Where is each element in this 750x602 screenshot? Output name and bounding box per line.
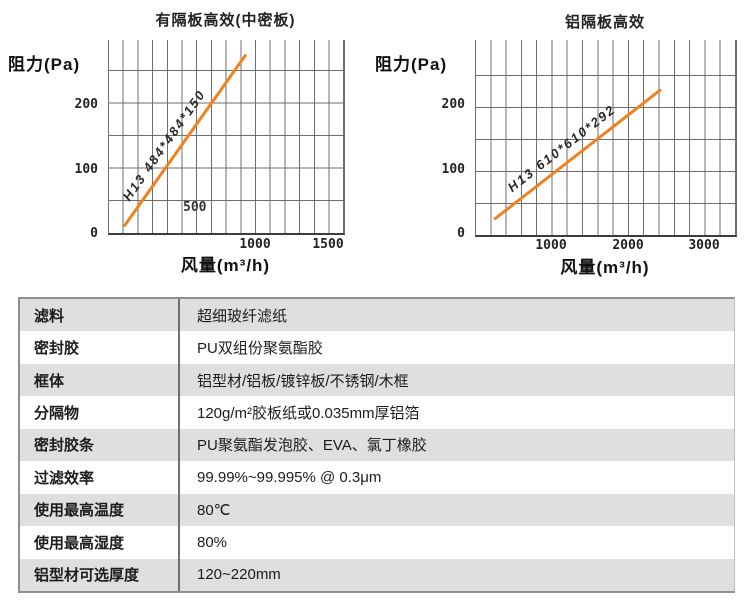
y-axis-label: 阻力(Pa) bbox=[375, 55, 448, 74]
spec-table: 滤料 超细玻纤滤纸 密封胶 PU双组份聚氨酯胶 框体 铝型材/铝板/镀锌板/不锈… bbox=[18, 297, 735, 593]
row-label: 密封胶条 bbox=[20, 428, 180, 462]
row-label: 密封胶 bbox=[20, 331, 180, 364]
x-axis-label: 风量(m³/h) bbox=[180, 256, 271, 275]
row-value: 铝型材/铝板/镀锌板/不锈钢/木框 bbox=[197, 372, 409, 390]
row-value: 超细玻纤滤纸 bbox=[197, 307, 288, 325]
table-row: 过滤效率 99.99%~99.995% @ 0.3μm bbox=[20, 461, 734, 494]
y-tick-100: 100 bbox=[74, 162, 98, 177]
chart-title: 铝隔板高效 bbox=[564, 14, 645, 31]
chart-aluminum-separator-hepa: 铝隔板高效 阻力(Pa) 200 100 0 H13 610*610*292 1… bbox=[365, 0, 750, 290]
row-label: 使用最高湿度 bbox=[20, 526, 180, 559]
row-value: 99.99%~99.995% @ 0.3μm bbox=[197, 468, 382, 486]
row-label: 铝型材可选厚度 bbox=[20, 558, 180, 591]
table-row: 使用最高温度 80℃ bbox=[20, 493, 734, 527]
horizontal-gridlines bbox=[476, 75, 736, 207]
row-label: 框体 bbox=[20, 363, 180, 397]
row-value: 80% bbox=[197, 533, 228, 551]
x-axis-label: 风量(m³/h) bbox=[560, 258, 650, 277]
table-row: 铝型材可选厚度 120~220mm bbox=[20, 558, 734, 591]
row-value: PU双组份聚氨酯胶 bbox=[197, 340, 323, 358]
table-row: 密封胶 PU双组份聚氨酯胶 bbox=[20, 331, 734, 364]
plot-area: H13 484*484*150 500 bbox=[108, 40, 345, 235]
y-axis-label: 阻力(Pa) bbox=[8, 55, 81, 74]
y-tick-200: 200 bbox=[441, 97, 465, 112]
table-row: 密封胶条 PU聚氨酯发泡胶、EVA、氯丁橡胶 bbox=[20, 428, 734, 462]
row-value: 80℃ bbox=[197, 501, 231, 519]
y-tick-200: 200 bbox=[74, 97, 98, 112]
y-tick-0: 0 bbox=[90, 226, 98, 241]
x-tick-3000: 3000 bbox=[688, 238, 720, 253]
row-label: 分隔物 bbox=[20, 396, 180, 429]
x-tick-2000: 2000 bbox=[612, 238, 644, 253]
row-value: PU聚氨酯发泡胶、EVA、氯丁橡胶 bbox=[197, 437, 427, 455]
x-tick-1000: 1000 bbox=[535, 238, 567, 253]
x-tick-1500: 1500 bbox=[312, 237, 344, 252]
plot-area: H13 610*610*292 bbox=[475, 40, 737, 237]
row-value: 120g/m²胶板纸或0.035mm厚铝箔 bbox=[197, 405, 420, 423]
x-tick-1000: 1000 bbox=[239, 237, 271, 252]
row-value: 120~220mm bbox=[197, 566, 281, 584]
horizontal-gridlines bbox=[109, 70, 344, 202]
y-tick-100: 100 bbox=[441, 162, 465, 177]
chart-title: 有隔板高效(中密板) bbox=[155, 12, 296, 29]
x-tick-500: 500 bbox=[183, 200, 207, 215]
chart-separator-hepa: 有隔板高效(中密板) 阻力(Pa) 200 100 0 H13 484*484*… bbox=[0, 0, 375, 290]
table-row: 分隔物 120g/m²胶板纸或0.035mm厚铝箔 bbox=[20, 396, 734, 429]
row-label: 过滤效率 bbox=[20, 461, 180, 494]
y-tick-0: 0 bbox=[457, 226, 465, 241]
row-label: 滤料 bbox=[20, 299, 180, 332]
row-label: 使用最高温度 bbox=[20, 493, 180, 527]
table-row: 使用最高湿度 80% bbox=[20, 526, 734, 559]
table-row: 滤料 超细玻纤滤纸 bbox=[20, 299, 734, 332]
table-row: 框体 铝型材/铝板/镀锌板/不锈钢/木框 bbox=[20, 363, 734, 397]
